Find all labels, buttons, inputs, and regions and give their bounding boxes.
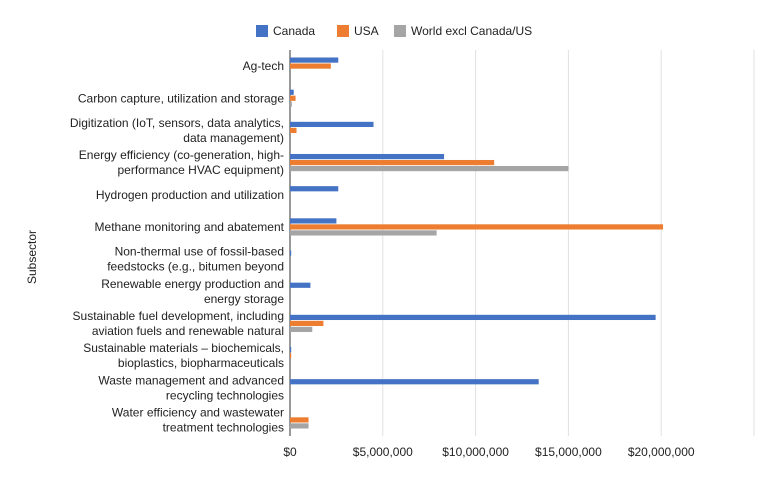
category-label: Energy efficiency (co-generation, high-p… [79,148,284,177]
category-label: Ag-tech [243,59,284,73]
bar-canada [290,186,339,192]
category-label: Digitization (IoT, sensors, data analyti… [70,116,284,145]
category-label: Non-thermal use of fossil-based feedstock… [107,245,284,274]
legend-label: USA [354,24,379,38]
bar-usa [290,127,297,134]
category-label: Waste management and advanced recycling t… [98,373,284,402]
bar-canada [290,218,337,224]
bar-canada [290,282,311,288]
y-axis-title: Subsector [25,230,39,284]
x-tick-label: $10,000,000 [442,445,509,459]
bar-canada [290,153,445,160]
category-label: Methane monitoring and abatement [95,220,285,234]
category-labels: Ag-tech Carbon capture, utilization and s… [70,59,285,434]
category-label: Carbon capture, utilization and storage [78,91,284,105]
bar-world-excl-canada-us [290,230,437,236]
x-tick-label: $0 [283,445,297,459]
category-label: Hydrogen production and utilization [96,188,284,202]
bar-world-excl-canada-us [290,423,309,429]
bar-usa [290,95,296,101]
bar-canada [290,57,339,63]
bar-canada [290,379,539,385]
bar-canada [290,121,374,128]
bar-world-excl-canada-us [290,165,569,172]
bar-usa [290,417,309,423]
gridlines [289,50,755,436]
bar-usa [290,320,324,327]
bar-canada [290,89,294,95]
legend-swatch [256,25,268,37]
category-label: Sustainable fuel development, including a… [73,309,284,338]
category-label: Water efficiency and wastewater treatment… [112,405,284,434]
bar-usa [290,224,664,230]
bar-canada [290,250,292,256]
category-label: Sustainable materials – biochemicals, bio… [83,341,284,370]
bar-usa [290,352,292,359]
bar-world-excl-canada-us [290,326,313,333]
legend-swatch [394,25,406,37]
x-tick-label: $15,000,000 [535,445,602,459]
category-label: Renewable energy production and energy st… [101,277,284,306]
bar-usa [290,63,331,69]
x-tick-label: $20,000,000 [628,445,695,459]
bar-canada [290,346,292,353]
legend-swatch [337,25,349,37]
x-tick-label: $5,000,000 [353,445,413,459]
legend: Canada USA World excl Canada/US [256,24,532,38]
bar-world-excl-canada-us [290,101,292,107]
legend-label: World excl Canada/US [411,24,532,38]
bar-canada [290,314,656,321]
x-tick-labels: $0 $5,000,000 $10,000,000 $15,000,000 $20,00… [283,445,695,459]
bar-usa [290,159,495,166]
legend-label: Canada [273,24,315,38]
bars [290,57,664,429]
